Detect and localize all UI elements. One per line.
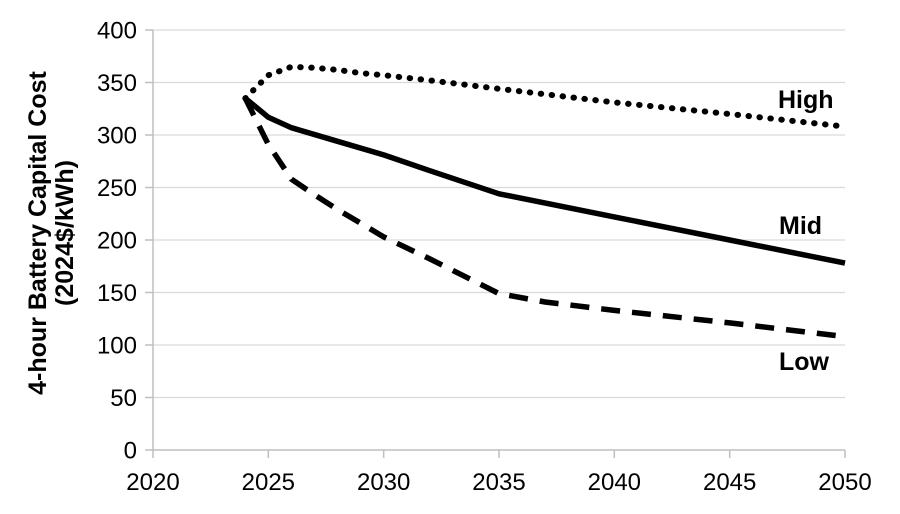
x-tick-label-2040: 2040 [588, 469, 641, 496]
y-axis-title: 4-hour Battery Capital Cost (2024$/kWh) [24, 68, 79, 398]
series-line-low [242, 97, 846, 340]
y-tick-label-50: 50 [110, 385, 137, 412]
x-tick-label-2035: 2035 [472, 469, 525, 496]
y-axis-title-line2: (2024$/kWh) [51, 160, 79, 306]
y-tick-label-200: 200 [97, 228, 137, 255]
series-label-high: High [778, 86, 834, 114]
series-label-low: Low [779, 348, 829, 376]
x-tick-label-2045: 2045 [703, 469, 756, 496]
series-line-mid [243, 96, 846, 266]
y-tick-label-400: 400 [97, 18, 137, 45]
x-tick-label-2020: 2020 [126, 469, 179, 496]
y-tick-label-300: 300 [97, 123, 137, 150]
x-tick-label-2030: 2030 [357, 469, 410, 496]
y-tick-label-150: 150 [97, 280, 137, 307]
y-tick-label-250: 250 [97, 175, 137, 202]
y-tick-label-0: 0 [124, 438, 137, 465]
y-tick-label-100: 100 [97, 333, 137, 360]
y-tick-label-350: 350 [97, 70, 137, 97]
y-axis-title-line1: 4-hour Battery Capital Cost [24, 71, 52, 395]
x-tick-label-2025: 2025 [242, 469, 295, 496]
series-label-mid: Mid [779, 212, 823, 240]
x-tick-label-2050: 2050 [818, 469, 871, 496]
series-line-high [242, 63, 848, 130]
